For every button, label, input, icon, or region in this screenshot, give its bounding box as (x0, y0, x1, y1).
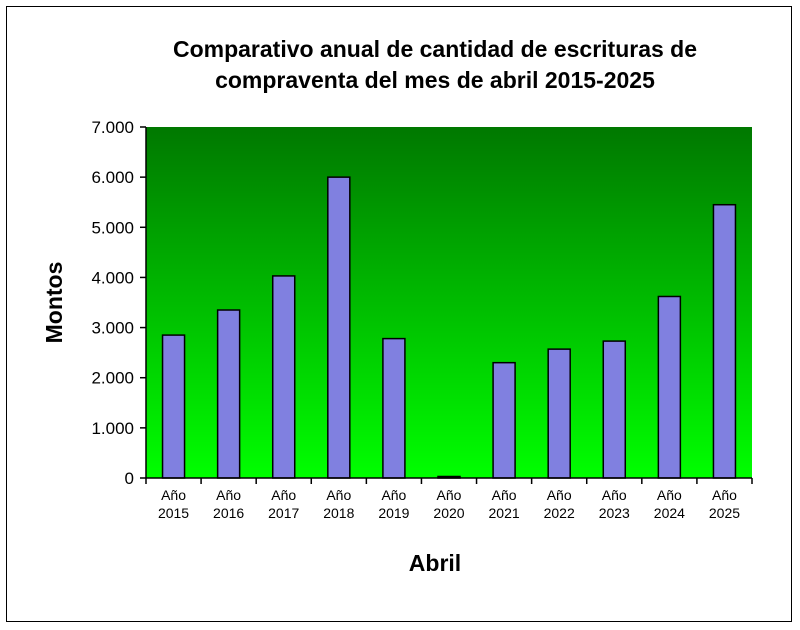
plot-area (146, 127, 752, 478)
x-tick-label: Año (326, 487, 351, 503)
y-tick-label: 5.000 (91, 218, 134, 237)
x-tick-label: Año (657, 487, 682, 503)
bar-2021 (492, 361, 516, 479)
bar-2023 (602, 340, 627, 479)
y-tick-label: 2.000 (91, 369, 134, 388)
bar-2025 (712, 203, 737, 479)
chart-title: Comparativo anual de cantidad de escritu… (110, 34, 760, 96)
x-tick-label: Año (271, 487, 296, 503)
x-tick-label: Año (381, 487, 406, 503)
bar-2016 (216, 309, 241, 479)
x-tick-label: Año (712, 487, 737, 503)
x-tick-label: 2022 (544, 505, 575, 521)
bar-2024 (657, 295, 682, 479)
x-tick-label: 2018 (323, 505, 354, 521)
x-tick-label: 2016 (213, 505, 244, 521)
y-tick-label: 0 (125, 469, 134, 488)
y-tick-label: 3.000 (91, 319, 134, 338)
y-tick-label: 6.000 (91, 168, 134, 187)
x-tick-label: Año (437, 487, 462, 503)
x-tick-label: 2023 (599, 505, 630, 521)
y-tick-label: 7.000 (91, 118, 134, 137)
x-tick-label: Año (492, 487, 517, 503)
bars-group (161, 176, 737, 479)
bar-2019 (382, 337, 406, 479)
axes-group (140, 126, 753, 484)
x-tick-labels: Año 2015 Año 2016 Año 2017 Año 2018 Año 2019 Año 20… (158, 487, 740, 521)
x-axis-label: Abril (409, 550, 461, 576)
bar-2022 (547, 348, 571, 479)
x-tick-label: 2015 (158, 505, 189, 521)
x-tick-label: 2019 (378, 505, 409, 521)
bar-2017 (271, 275, 296, 479)
x-tick-label: 2017 (268, 505, 299, 521)
bar-2015 (161, 334, 186, 479)
y-tick-label: 1.000 (91, 419, 134, 438)
chart-title-line-2: compraventa del mes de abril 2015-2025 (215, 67, 655, 93)
x-tick-label: Año (602, 487, 627, 503)
chart-title-line-1: Comparativo anual de cantidad de escritu… (172, 36, 698, 62)
x-tick-label: Año (547, 487, 572, 503)
x-tick-label: Año (161, 487, 186, 503)
x-tick-label: Año (216, 487, 241, 503)
y-tick-label: 4.000 (91, 268, 134, 287)
x-tick-label: 2024 (654, 505, 685, 521)
y-tick-labels: 0 1.000 2.000 3.000 4.000 5.000 6.000 7.000 (91, 118, 134, 488)
x-tick-label: 2025 (709, 505, 740, 521)
y-axis-label: Montos (41, 262, 67, 344)
x-tick-label: 2020 (433, 505, 464, 521)
bar-2018 (327, 176, 351, 479)
x-tick-label: 2021 (489, 505, 520, 521)
